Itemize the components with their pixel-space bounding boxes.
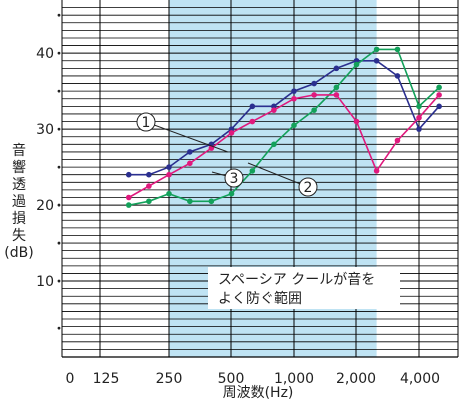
band-annotation-line2: よく防ぐ範囲 [218, 290, 302, 307]
y-tick-label: 40 [36, 46, 54, 62]
x-tick-label: 0 [66, 371, 75, 387]
series-2-point [249, 168, 256, 174]
x-tick-label: 2,000 [336, 371, 376, 387]
series-1-point [333, 65, 340, 72]
series-3-point [249, 118, 256, 125]
y-axis-label-line5: 損 [12, 211, 26, 227]
series-3-point [353, 118, 360, 125]
y-minor-tick-dot [57, 326, 61, 330]
y-tick-dot [57, 51, 61, 55]
y-axis-label-line6: 失 [12, 228, 26, 244]
axis-layer: 10 20 30 40 0 125 250 500 1,000 2,000 4,000 [36, 13, 440, 387]
y-axis-label-line4: 過 [12, 194, 26, 210]
series-1-point [291, 88, 297, 94]
series-1-point [311, 80, 317, 87]
x-tick-label: 250 [156, 371, 183, 387]
y-axis-label-line1: 音 [12, 142, 26, 159]
y-tick-dot [57, 127, 61, 131]
x-axis-label: 周波数(Hz) [223, 385, 294, 401]
y-tick-label: 30 [36, 122, 54, 138]
series-1-point [187, 149, 193, 155]
y-minor-tick-dot [57, 13, 61, 17]
series-3-point [311, 92, 317, 98]
y-axis-label-line2: 響 [12, 159, 26, 176]
series-1-point [394, 73, 401, 79]
series-2-point [291, 122, 297, 129]
y-tick-dot [57, 203, 61, 207]
series-3-point [333, 92, 340, 98]
series-label-leader [145, 121, 229, 153]
series-3-point [373, 168, 380, 174]
band-annotation-box [208, 267, 400, 309]
series-2-point [228, 190, 235, 197]
series-1-point [166, 164, 172, 170]
series-2-point [187, 198, 193, 205]
series-1-point [125, 171, 132, 178]
series-2-point [394, 46, 401, 53]
band-annotation-line1: スペーシア クールが音を [218, 271, 375, 288]
series-1-point [436, 103, 442, 110]
series-2-point [373, 46, 380, 53]
series-label-circle [136, 112, 156, 132]
series-label-2: 2 [304, 180, 313, 196]
series-2-point [333, 84, 340, 91]
series-2-point [311, 107, 317, 113]
series-line-1 [128, 59, 440, 176]
series-2-point [353, 61, 360, 68]
y-minor-tick-dot [57, 241, 61, 245]
series-layer [125, 46, 442, 208]
series-label-leader [247, 162, 309, 188]
series-1-point [416, 126, 422, 132]
series-3-point [416, 114, 422, 121]
x-tick-label: 125 [93, 371, 120, 387]
series-label-circle [298, 177, 318, 197]
y-tick-dot [57, 279, 61, 283]
series-2-point [125, 202, 132, 208]
series-line-3 [128, 94, 440, 199]
series-3-point [394, 137, 401, 144]
series-line-2 [128, 48, 440, 206]
series-3-point [291, 95, 297, 102]
series-2-point [166, 190, 172, 197]
series-2-point [416, 103, 422, 110]
series-label-circle [224, 168, 244, 188]
y-tick-label: 10 [36, 274, 54, 290]
x-tick-label: 1,000 [274, 371, 314, 387]
x-tick-label: 4,000 [400, 371, 440, 387]
y-tick-label: 20 [36, 198, 54, 214]
series-label-1: 1 [142, 115, 151, 131]
x-tick-label: 500 [218, 371, 245, 387]
series-1-point [249, 103, 256, 110]
series-2-point [436, 84, 442, 91]
y-axis-label-unit: (dB) [4, 245, 33, 261]
y-minor-tick-dot [57, 89, 61, 93]
series-2-point [146, 198, 152, 205]
series-3-point [228, 130, 235, 136]
series-3-point [271, 107, 277, 113]
series-3-point [166, 171, 172, 178]
series-3-point [146, 183, 152, 189]
series-label-3: 3 [230, 171, 239, 187]
series-2-point [271, 141, 277, 148]
series-3-point [125, 194, 132, 201]
series-2-point [208, 198, 215, 205]
y-minor-tick-dot [57, 165, 61, 169]
series-1-point [373, 57, 380, 64]
series-3-point [436, 92, 442, 98]
label-layer: 1 2 3 [136, 112, 318, 197]
series-3-point [187, 160, 193, 167]
series-1-point [146, 171, 152, 178]
y-axis-label-line3: 透 [12, 177, 26, 193]
